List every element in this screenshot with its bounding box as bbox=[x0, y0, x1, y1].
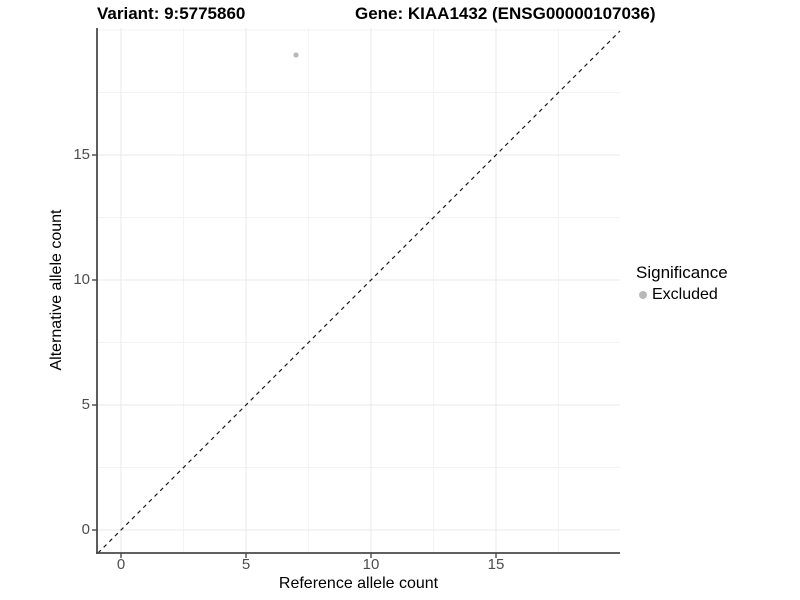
scatter-point bbox=[293, 52, 299, 58]
legend-title: Significance bbox=[636, 263, 728, 282]
x-tick-label: 5 bbox=[241, 556, 251, 573]
major-gridlines bbox=[97, 28, 620, 553]
legend-item-label: Excluded bbox=[652, 286, 718, 303]
legend: Significance Excluded bbox=[636, 263, 728, 304]
axis-tick-marks bbox=[92, 154, 497, 558]
x-tick-label: 15 bbox=[487, 556, 505, 573]
y-tick-label: 10 bbox=[73, 271, 90, 288]
x-axis-title: Reference allele count bbox=[278, 575, 439, 592]
y-tick-label: 5 bbox=[81, 396, 90, 413]
scatter-plot-canvas bbox=[92, 28, 621, 558]
plot-panel bbox=[97, 28, 620, 553]
y-axis-title: Alternative allele count bbox=[48, 209, 65, 371]
y-tick-label: 0 bbox=[81, 521, 90, 538]
y-tick-label: 15 bbox=[73, 146, 90, 163]
x-tick-label: 0 bbox=[116, 556, 126, 573]
gene-title: Gene: KIAA1432 (ENSG00000107036) bbox=[355, 4, 656, 23]
legend-point-swatch-icon bbox=[639, 291, 647, 299]
variant-title: Variant: 9:5775860 bbox=[97, 4, 246, 23]
axis-lines bbox=[96, 28, 620, 554]
x-tick-label: 10 bbox=[362, 556, 380, 573]
identity-reference-line bbox=[97, 30, 621, 554]
identity-line bbox=[97, 30, 621, 554]
data-points bbox=[293, 52, 299, 58]
legend-item-excluded: Excluded bbox=[636, 286, 728, 304]
minor-gridlines bbox=[97, 28, 620, 553]
